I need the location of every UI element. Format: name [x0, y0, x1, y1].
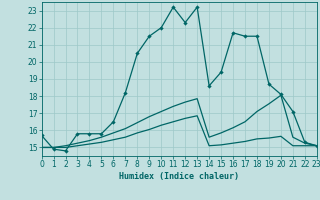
X-axis label: Humidex (Indice chaleur): Humidex (Indice chaleur)	[119, 172, 239, 181]
